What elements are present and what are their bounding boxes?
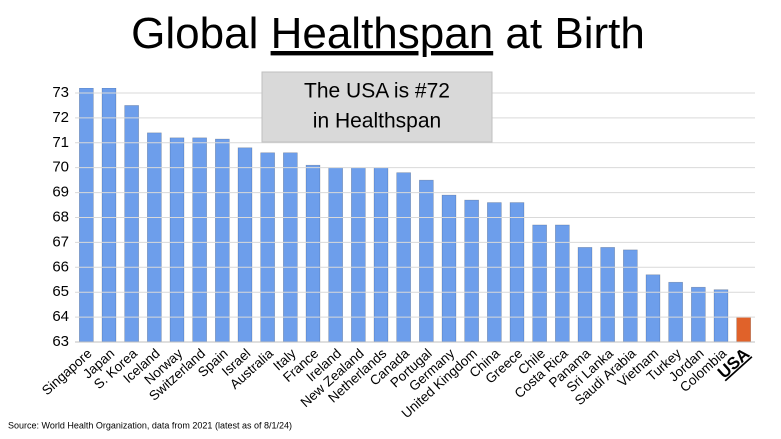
- bar: [691, 286, 706, 343]
- bar: [464, 199, 479, 343]
- bar: [147, 132, 162, 343]
- bar: [577, 247, 593, 343]
- bar: [419, 179, 434, 343]
- bar: [487, 202, 502, 343]
- bar: [283, 152, 298, 343]
- bar: [351, 167, 366, 343]
- bar: [328, 167, 343, 343]
- bar: [124, 105, 139, 343]
- bar: [237, 147, 253, 343]
- y-tick-label: 70: [52, 159, 69, 176]
- bar: [373, 167, 389, 343]
- y-tick-label: 69: [52, 184, 69, 201]
- bar: [79, 88, 94, 343]
- annotation: The USA is #72: [304, 80, 450, 103]
- bar: [623, 249, 638, 343]
- bar: [305, 164, 321, 343]
- y-tick-label: 65: [52, 283, 69, 300]
- annotation-box: [261, 71, 493, 143]
- title-part: Healthspan: [271, 9, 494, 58]
- title-part: Global: [131, 9, 270, 58]
- bar: [260, 152, 275, 343]
- plot-area: [79, 88, 751, 343]
- bar: [668, 281, 683, 343]
- title-part: at Birth: [493, 9, 645, 58]
- bar: [215, 138, 230, 343]
- foreground: The USA is #72 in Healthspan: [261, 71, 493, 143]
- bar: [713, 289, 729, 343]
- bar: [192, 137, 207, 343]
- source-note: Source: World Health Organization, data …: [8, 420, 292, 430]
- y-tick-label: 72: [52, 109, 69, 126]
- bar: [736, 316, 751, 343]
- y-tick-label: 67: [52, 233, 69, 250]
- annotation: in Healthspan: [313, 110, 441, 133]
- y-tick-label: 66: [52, 258, 69, 275]
- y-tick-label: 68: [52, 208, 69, 225]
- chart-title: Global Healthspan at Birth: [131, 9, 645, 58]
- bar: [101, 88, 117, 343]
- bar: [509, 202, 525, 343]
- y-tick-label: 71: [52, 134, 69, 151]
- bar: [169, 137, 185, 343]
- y-tick-label: 73: [52, 84, 69, 101]
- bar: [600, 247, 615, 343]
- y-tick-label: 64: [52, 308, 69, 325]
- bar: [645, 274, 661, 343]
- y-tick-label: 63: [52, 333, 69, 350]
